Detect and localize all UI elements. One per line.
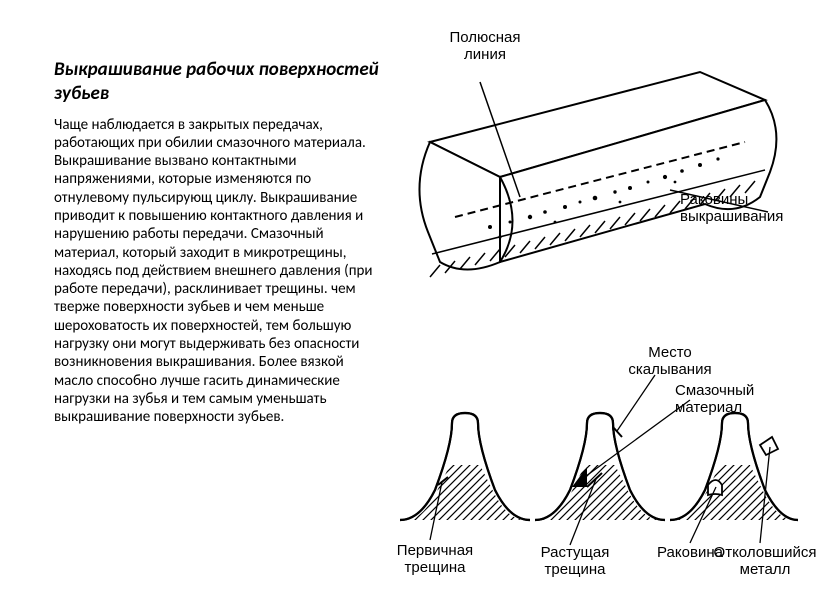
label-primary-crack: Первичнаятрещина: [380, 543, 490, 576]
figure-crack-stages: Местоскалывания Смазочныйматериал Первич…: [390, 345, 800, 585]
label-growing-crack: Растущаятрещина: [520, 545, 630, 578]
figure-tooth-pitting: Полюснаялиния Раковинывыкрашивания: [370, 22, 810, 312]
label-chip-place: Местоскалывания: [615, 345, 725, 378]
heading-title: Выкрашивание рабочих поверхностей зубьев: [54, 58, 384, 106]
label-lubricant: Смазочныйматериал: [675, 383, 795, 416]
label-pits: Раковинывыкрашивания: [680, 192, 816, 225]
body-paragraph: Чаще наблюдается в закрытых передачах, р…: [54, 116, 384, 427]
label-chipped-metal: Отколовшийсяметалл: [710, 545, 816, 578]
label-pitch-line: Полюснаялиния: [415, 30, 555, 63]
